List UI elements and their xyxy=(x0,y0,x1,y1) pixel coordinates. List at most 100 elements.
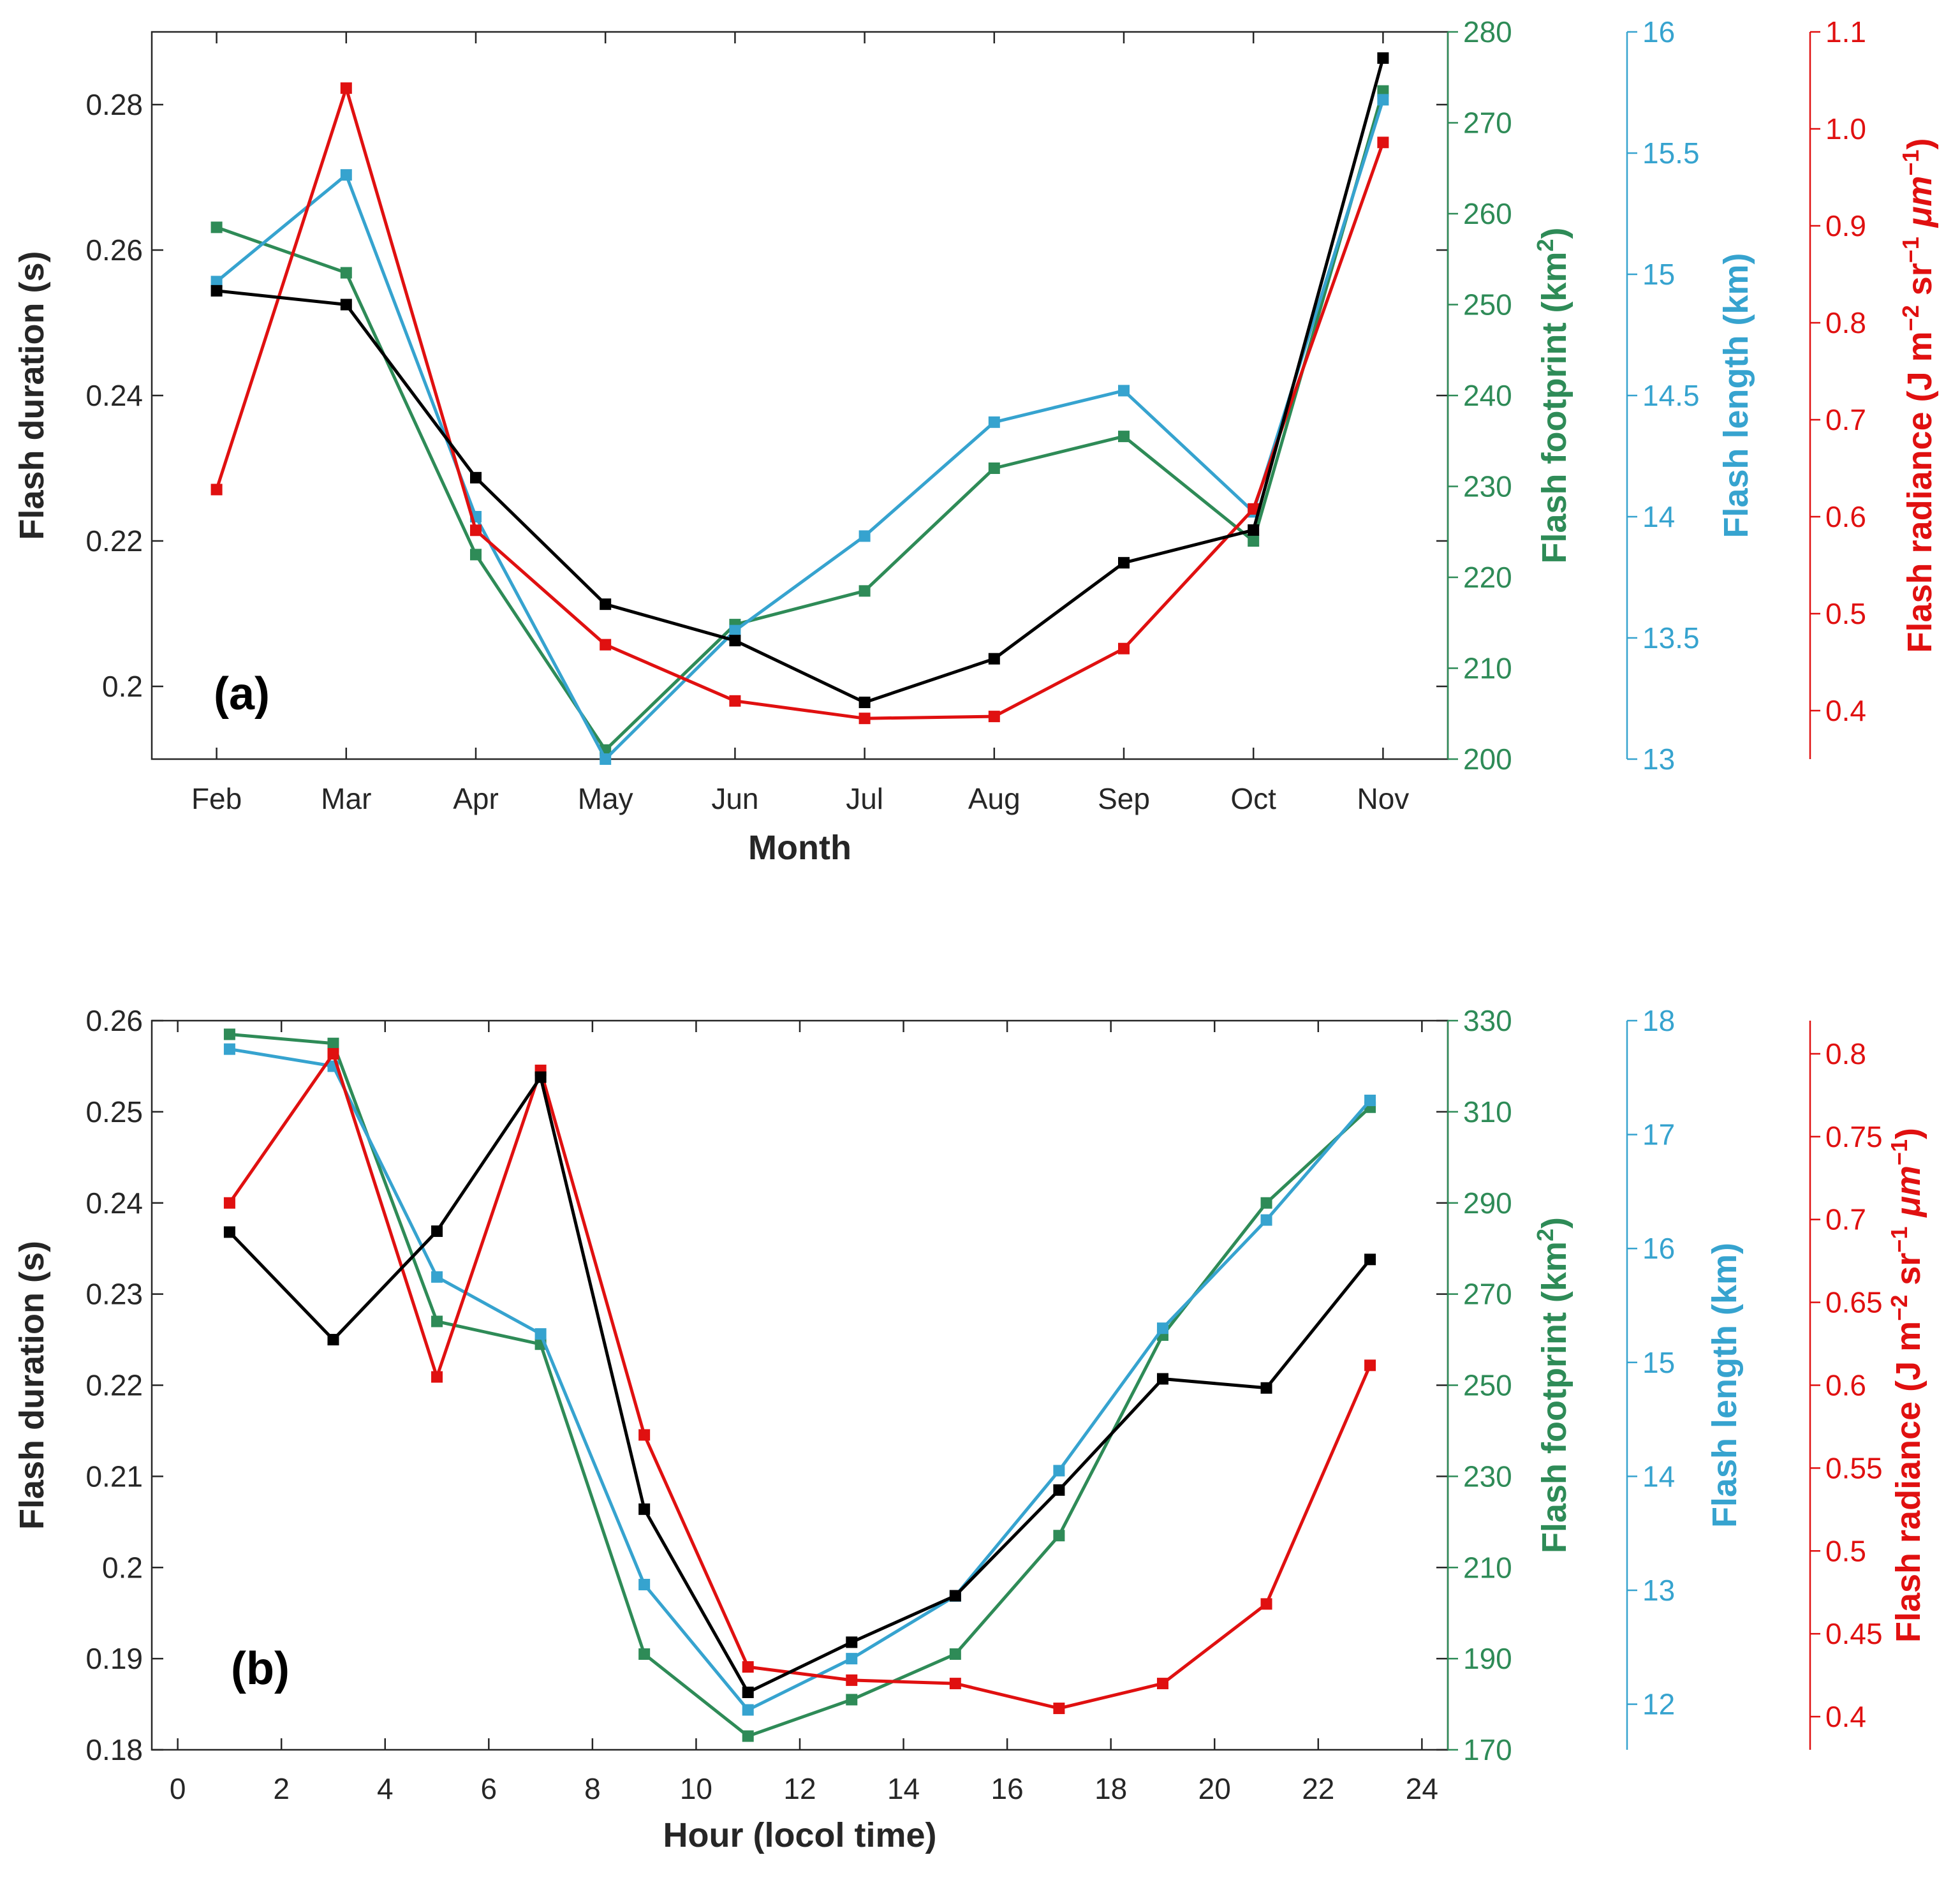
label-sup: −2 xyxy=(1897,305,1924,331)
data-point-dur xyxy=(470,471,482,484)
y-tick-label: 14 xyxy=(1642,500,1675,533)
label-end: ) xyxy=(1535,228,1573,239)
data-point-len xyxy=(1118,385,1130,397)
y-axis-label-rad: Flash radiance (J m−2 sr−1 μm−1) xyxy=(1897,138,1940,653)
y-tick-label: 12 xyxy=(1642,1688,1675,1721)
data-point-len xyxy=(988,416,1000,428)
series-fp xyxy=(210,85,1389,756)
data-point-len xyxy=(638,1579,651,1591)
data-point-rad xyxy=(742,1661,754,1673)
series-line-dur xyxy=(216,57,1385,704)
data-point-rad xyxy=(431,1371,443,1383)
plot-frame xyxy=(151,1019,1449,1751)
data-point-len xyxy=(600,753,612,765)
y-tick-label: 0.7 xyxy=(1825,403,1866,436)
y-tick-label: 0.9 xyxy=(1825,209,1866,242)
data-point-rad xyxy=(1118,642,1130,654)
data-point-rad xyxy=(1377,137,1389,149)
x-tick-label: Mar xyxy=(321,782,371,815)
y-tick-label: 0.18 xyxy=(85,1733,143,1766)
label-sup: 2 xyxy=(1532,239,1558,251)
y-tick-label: 13 xyxy=(1642,1574,1675,1607)
x-tick-label: 12 xyxy=(783,1772,816,1805)
x-tick-label: 4 xyxy=(377,1772,394,1805)
data-point-dur xyxy=(1053,1484,1065,1496)
data-point-dur xyxy=(742,1686,754,1698)
y-tick-label: 0.19 xyxy=(85,1642,143,1675)
y-tick-label: 15.5 xyxy=(1642,137,1700,170)
data-point-rad xyxy=(210,484,223,496)
data-point-len xyxy=(858,530,871,542)
data-point-dur xyxy=(223,1226,235,1238)
data-point-len xyxy=(223,1043,235,1055)
label-sup: −1 xyxy=(1886,1139,1912,1165)
x-tick-label: Oct xyxy=(1230,782,1276,815)
data-point-dur xyxy=(1156,1373,1168,1385)
x-tick-label: Jun xyxy=(711,782,758,815)
x-tick-label: 8 xyxy=(584,1772,601,1805)
label-mu: μm xyxy=(1889,1165,1927,1227)
label-end: ) xyxy=(1901,138,1939,150)
data-point-dur xyxy=(1118,557,1130,569)
series-line-len xyxy=(216,99,1385,761)
label-sup: −1 xyxy=(1897,149,1924,175)
data-point-len xyxy=(210,276,223,288)
data-point-rad xyxy=(846,1674,858,1686)
data-point-fp xyxy=(949,1648,961,1660)
data-point-dur xyxy=(846,1636,858,1648)
data-point-rad xyxy=(1248,503,1260,515)
x-tick-label: Apr xyxy=(453,782,499,815)
y-axis-label-fp: Flash footprint (km2) xyxy=(1532,228,1574,564)
label-text: Flash radiance (J m xyxy=(1901,331,1939,653)
data-point-fp xyxy=(1118,431,1130,443)
x-tick-label: 14 xyxy=(887,1772,920,1805)
x-axis: Feb Mar Apr May Jun Jul Aug Sep Oct Nov Month xyxy=(191,32,1409,867)
y-tick-label: 210 xyxy=(1463,652,1512,685)
y-tick-label: 14 xyxy=(1642,1460,1675,1493)
data-point-rad xyxy=(729,695,741,707)
data-point-len xyxy=(1156,1322,1168,1335)
y-tick-label: 200 xyxy=(1463,743,1512,776)
series-line-fp xyxy=(229,1032,1371,1738)
y-tick-label: 290 xyxy=(1463,1187,1512,1220)
data-point-len xyxy=(340,169,352,181)
y-tick-label: 0.8 xyxy=(1825,306,1866,339)
label-end: ) xyxy=(1535,1217,1573,1229)
y-axis-rad: 0.4 0.5 0.6 0.7 0.8 0.9 1.0 1.1 Flash radiance (… xyxy=(1809,15,1940,759)
y-tick-label: 0.2 xyxy=(102,1551,143,1584)
x-tick-label: 16 xyxy=(991,1772,1024,1805)
y-tick-label: 0.4 xyxy=(1825,694,1866,727)
y-tick-label: 0.65 xyxy=(1825,1286,1883,1319)
x-tick-label: 24 xyxy=(1406,1772,1438,1805)
data-point-len xyxy=(431,1271,443,1283)
x-tick-label: 10 xyxy=(680,1772,712,1805)
data-point-dur xyxy=(210,285,223,297)
y-tick-label: 0.26 xyxy=(85,1004,143,1037)
y-tick-label: 0.22 xyxy=(85,524,143,558)
data-point-dur xyxy=(431,1225,443,1238)
y-tick-label: 0.75 xyxy=(1825,1120,1883,1153)
series-dur xyxy=(223,1071,1376,1698)
y-tick-label: 0.4 xyxy=(1825,1700,1866,1733)
y-tick-label: 250 xyxy=(1463,1369,1512,1402)
data-point-fp xyxy=(431,1315,443,1327)
data-point-rad xyxy=(600,639,612,651)
data-point-fp xyxy=(223,1028,235,1040)
data-point-rad xyxy=(223,1197,235,1209)
y-tick-label: 18 xyxy=(1642,1004,1675,1037)
y-tick-label: 0.6 xyxy=(1825,500,1866,533)
y-tick-label: 14.5 xyxy=(1642,379,1700,412)
x-axis-label: Month xyxy=(748,829,851,867)
data-point-len xyxy=(1260,1214,1272,1226)
y-tick-label: 0.8 xyxy=(1825,1037,1866,1070)
y-tick-label: 210 xyxy=(1463,1551,1512,1584)
label-text: Flash length (km) xyxy=(1717,253,1755,538)
data-point-fp xyxy=(742,1730,754,1742)
y-tick-label: 270 xyxy=(1463,107,1512,140)
data-point-fp xyxy=(1377,85,1389,97)
data-point-rad xyxy=(949,1678,961,1690)
data-point-rad xyxy=(1364,1359,1376,1372)
data-point-rad xyxy=(470,524,482,536)
